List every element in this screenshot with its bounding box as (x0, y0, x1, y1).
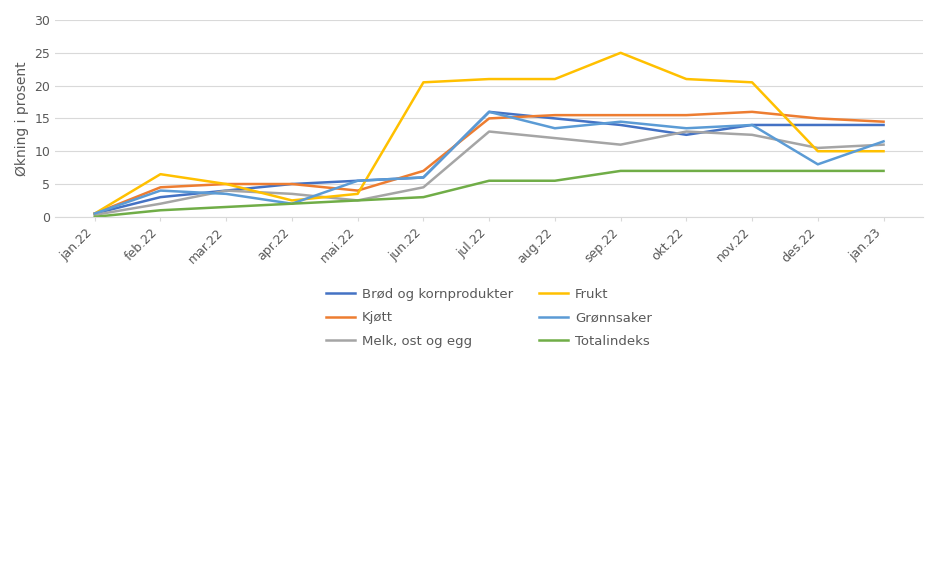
Grønnsaker (747, 122, 758, 128)
Brød og kornprodukter (89, 210, 100, 217)
Brød og kornprodukter (483, 109, 494, 115)
Frukt (352, 190, 363, 197)
Totalindeks (220, 204, 232, 211)
Totalindeks (878, 168, 889, 175)
Brød og kornprodukter (747, 122, 758, 128)
Melk, ost og egg (352, 197, 363, 204)
Melk, ost og egg (417, 184, 429, 191)
Melk, ost og egg (615, 141, 627, 148)
Frukt (812, 148, 824, 155)
Frukt (615, 50, 627, 56)
Legend: Brød og kornprodukter, Kjøtt, Melk, ost og egg, Frukt, Grønnsaker, Totalindeks: Brød og kornprodukter, Kjøtt, Melk, ost … (321, 283, 658, 353)
Brød og kornprodukter (286, 181, 297, 187)
Y-axis label: Økning i prosent: Økning i prosent (15, 61, 29, 176)
Kjøtt (812, 115, 824, 122)
Brød og kornprodukter (352, 177, 363, 184)
Brød og kornprodukter (615, 122, 627, 128)
Grønnsaker (286, 200, 297, 207)
Brød og kornprodukter (155, 194, 166, 200)
Totalindeks (417, 194, 429, 200)
Line: Brød og kornprodukter: Brød og kornprodukter (95, 112, 884, 213)
Melk, ost og egg (286, 190, 297, 197)
Line: Totalindeks: Totalindeks (95, 171, 884, 217)
Totalindeks (615, 168, 627, 175)
Brød og kornprodukter (550, 115, 561, 122)
Kjøtt (615, 111, 627, 118)
Melk, ost og egg (155, 200, 166, 207)
Frukt (286, 197, 297, 204)
Totalindeks (747, 168, 758, 175)
Grønnsaker (89, 210, 100, 217)
Brød og kornprodukter (812, 122, 824, 128)
Line: Grønnsaker: Grønnsaker (95, 112, 884, 213)
Grønnsaker (615, 118, 627, 125)
Totalindeks (550, 177, 561, 184)
Kjøtt (155, 184, 166, 191)
Melk, ost og egg (550, 135, 561, 141)
Totalindeks (812, 168, 824, 175)
Totalindeks (681, 168, 692, 175)
Frukt (155, 171, 166, 177)
Kjøtt (483, 115, 494, 122)
Brød og kornprodukter (220, 187, 232, 194)
Totalindeks (155, 207, 166, 213)
Frukt (417, 79, 429, 86)
Grønnsaker (155, 187, 166, 194)
Kjøtt (747, 109, 758, 115)
Totalindeks (483, 177, 494, 184)
Frukt (681, 75, 692, 82)
Kjøtt (352, 187, 363, 194)
Frukt (550, 75, 561, 82)
Totalindeks (352, 197, 363, 204)
Brød og kornprodukter (417, 174, 429, 181)
Line: Kjøtt: Kjøtt (95, 112, 884, 213)
Grønnsaker (417, 174, 429, 181)
Melk, ost og egg (747, 131, 758, 138)
Grønnsaker (878, 138, 889, 145)
Frukt (483, 75, 494, 82)
Frukt (878, 148, 889, 155)
Grønnsaker (483, 109, 494, 115)
Brød og kornprodukter (681, 131, 692, 138)
Melk, ost og egg (89, 212, 100, 218)
Melk, ost og egg (483, 128, 494, 135)
Melk, ost og egg (220, 187, 232, 194)
Grønnsaker (812, 161, 824, 168)
Kjøtt (550, 111, 561, 118)
Grønnsaker (220, 190, 232, 197)
Grønnsaker (352, 177, 363, 184)
Frukt (747, 79, 758, 86)
Kjøtt (681, 111, 692, 118)
Line: Frukt: Frukt (95, 53, 884, 213)
Melk, ost og egg (681, 128, 692, 135)
Totalindeks (286, 200, 297, 207)
Frukt (220, 181, 232, 187)
Brød og kornprodukter (878, 122, 889, 128)
Grønnsaker (550, 125, 561, 132)
Melk, ost og egg (812, 145, 824, 151)
Kjøtt (878, 118, 889, 125)
Kjøtt (417, 168, 429, 175)
Line: Melk, ost og egg: Melk, ost og egg (95, 132, 884, 215)
Frukt (89, 210, 100, 217)
Kjøtt (89, 210, 100, 217)
Totalindeks (89, 213, 100, 220)
Kjøtt (220, 181, 232, 187)
Grønnsaker (681, 125, 692, 132)
Kjøtt (286, 181, 297, 187)
Melk, ost og egg (878, 141, 889, 148)
